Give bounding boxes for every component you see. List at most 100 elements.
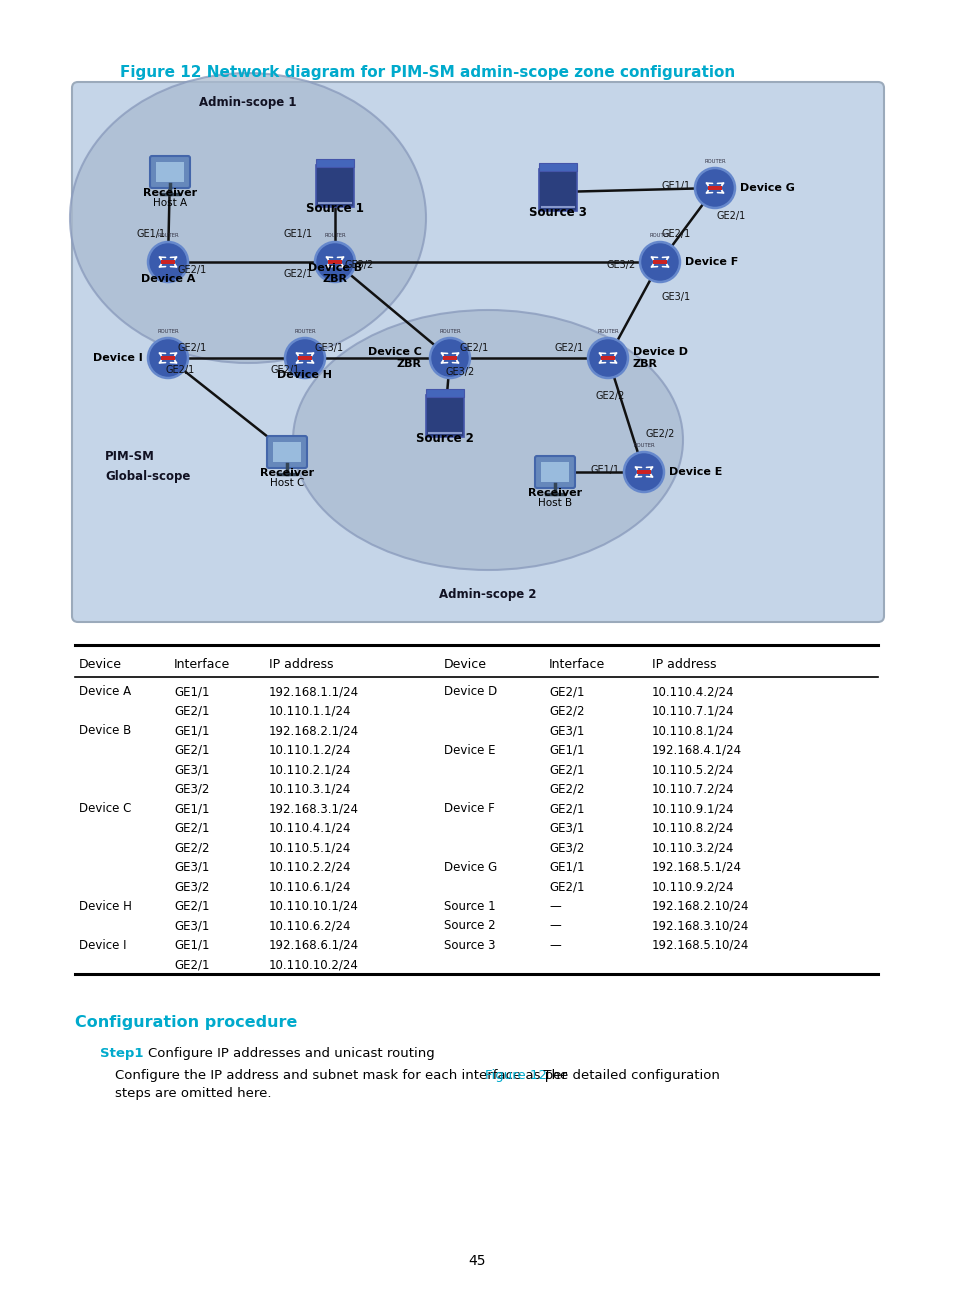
Text: 10.110.8.2/24: 10.110.8.2/24 bbox=[651, 822, 734, 835]
Text: Device A: Device A bbox=[79, 685, 131, 699]
Circle shape bbox=[148, 338, 188, 378]
Text: GE2/1: GE2/1 bbox=[165, 365, 194, 375]
Text: steps are omitted here.: steps are omitted here. bbox=[115, 1087, 272, 1100]
FancyBboxPatch shape bbox=[426, 389, 463, 397]
Text: GE2/1: GE2/1 bbox=[459, 343, 488, 353]
Text: ROUTER: ROUTER bbox=[438, 329, 460, 334]
FancyBboxPatch shape bbox=[707, 185, 721, 190]
Text: GE3/2: GE3/2 bbox=[445, 367, 475, 377]
Text: GE2/1: GE2/1 bbox=[554, 343, 583, 353]
Text: 10.110.5.1/24: 10.110.5.1/24 bbox=[269, 841, 351, 854]
Text: GE1/1: GE1/1 bbox=[173, 802, 210, 815]
Text: GE2/1: GE2/1 bbox=[173, 705, 210, 718]
Text: Device C
ZBR: Device C ZBR bbox=[368, 347, 421, 369]
Text: ROUTER: ROUTER bbox=[324, 233, 345, 238]
Circle shape bbox=[639, 242, 679, 282]
Text: 192.168.1.1/24: 192.168.1.1/24 bbox=[269, 685, 358, 699]
Text: GE3/2: GE3/2 bbox=[344, 260, 374, 270]
Text: GE2/1: GE2/1 bbox=[177, 343, 207, 353]
Text: Device E: Device E bbox=[668, 467, 721, 477]
Text: Device I: Device I bbox=[93, 353, 143, 364]
Text: 10.110.3.2/24: 10.110.3.2/24 bbox=[651, 841, 734, 854]
Text: Device I: Device I bbox=[79, 938, 127, 951]
Text: Interface: Interface bbox=[173, 657, 230, 670]
FancyBboxPatch shape bbox=[652, 260, 666, 264]
Text: Host C: Host C bbox=[270, 477, 304, 488]
Text: GE2/2: GE2/2 bbox=[548, 705, 584, 718]
Text: Configuration procedure: Configuration procedure bbox=[75, 1016, 297, 1030]
FancyBboxPatch shape bbox=[442, 356, 456, 361]
Text: 192.168.3.1/24: 192.168.3.1/24 bbox=[269, 802, 358, 815]
Text: GE3/1: GE3/1 bbox=[548, 725, 584, 738]
FancyBboxPatch shape bbox=[328, 260, 341, 264]
Text: ROUTER: ROUTER bbox=[703, 159, 725, 164]
Text: GE1/1: GE1/1 bbox=[173, 725, 210, 738]
Text: 192.168.3.10/24: 192.168.3.10/24 bbox=[651, 919, 749, 932]
Text: 10.110.1.1/24: 10.110.1.1/24 bbox=[269, 705, 351, 718]
Text: GE2/1: GE2/1 bbox=[548, 880, 584, 893]
Text: Receiver: Receiver bbox=[527, 488, 581, 498]
Ellipse shape bbox=[293, 311, 682, 569]
FancyBboxPatch shape bbox=[538, 170, 577, 211]
Text: GE1/1: GE1/1 bbox=[284, 229, 313, 239]
Text: 10.110.6.1/24: 10.110.6.1/24 bbox=[269, 880, 351, 893]
Text: GE1/1: GE1/1 bbox=[136, 229, 166, 239]
FancyBboxPatch shape bbox=[297, 356, 312, 361]
Text: Device D
ZBR: Device D ZBR bbox=[633, 347, 687, 369]
Circle shape bbox=[314, 242, 355, 282]
Text: Device G: Device G bbox=[740, 182, 794, 193]
Text: Host A: Host A bbox=[152, 198, 187, 208]
Text: —: — bbox=[548, 938, 560, 951]
Text: 192.168.4.1/24: 192.168.4.1/24 bbox=[651, 744, 741, 757]
Text: Device H: Device H bbox=[79, 899, 132, 912]
Text: ROUTER: ROUTER bbox=[294, 329, 315, 334]
Text: Host B: Host B bbox=[537, 498, 572, 509]
Text: Source 1: Source 1 bbox=[306, 202, 363, 215]
Text: Device H: Device H bbox=[277, 370, 333, 380]
Text: GE2/1: GE2/1 bbox=[177, 265, 207, 276]
Text: Global-scope: Global-scope bbox=[105, 470, 191, 483]
Text: Device B: Device B bbox=[79, 725, 132, 738]
Text: GE2/1: GE2/1 bbox=[548, 763, 584, 776]
Text: GE2/1: GE2/1 bbox=[283, 269, 313, 280]
Text: 10.110.4.2/24: 10.110.4.2/24 bbox=[651, 685, 734, 699]
Text: 10.110.5.2/24: 10.110.5.2/24 bbox=[651, 763, 734, 776]
Text: GE1/1: GE1/1 bbox=[548, 861, 584, 873]
Text: GE2/2: GE2/2 bbox=[548, 783, 584, 796]
Text: GE2/1: GE2/1 bbox=[548, 685, 584, 699]
Text: 10.110.2.2/24: 10.110.2.2/24 bbox=[269, 861, 351, 873]
Text: 10.110.9.2/24: 10.110.9.2/24 bbox=[651, 880, 734, 893]
Text: 192.168.5.10/24: 192.168.5.10/24 bbox=[651, 938, 749, 951]
Text: GE2/1: GE2/1 bbox=[173, 744, 210, 757]
Text: Source 1: Source 1 bbox=[443, 899, 496, 912]
Text: GE2/1: GE2/1 bbox=[173, 822, 210, 835]
Text: 10.110.8.1/24: 10.110.8.1/24 bbox=[651, 725, 734, 738]
Text: 192.168.6.1/24: 192.168.6.1/24 bbox=[269, 938, 358, 951]
Text: Device C: Device C bbox=[79, 802, 132, 815]
Text: GE3/1: GE3/1 bbox=[173, 861, 209, 873]
FancyBboxPatch shape bbox=[71, 82, 883, 622]
Circle shape bbox=[623, 452, 663, 492]
Text: GE3/1: GE3/1 bbox=[314, 343, 343, 353]
Text: IP address: IP address bbox=[651, 657, 716, 670]
Text: GE2/2: GE2/2 bbox=[173, 841, 210, 854]
Text: GE3/1: GE3/1 bbox=[173, 919, 209, 932]
Text: GE1/1: GE1/1 bbox=[661, 181, 690, 192]
Text: Device B
ZBR: Device B ZBR bbox=[308, 263, 362, 283]
Text: IP address: IP address bbox=[269, 657, 334, 670]
Text: GE3/2: GE3/2 bbox=[606, 260, 636, 270]
FancyBboxPatch shape bbox=[315, 166, 354, 207]
Text: 10.110.3.1/24: 10.110.3.1/24 bbox=[269, 783, 351, 796]
Text: ROUTER: ROUTER bbox=[157, 329, 178, 334]
Text: GE3/1: GE3/1 bbox=[661, 292, 690, 302]
Text: 192.168.2.1/24: 192.168.2.1/24 bbox=[269, 725, 358, 738]
Text: GE3/2: GE3/2 bbox=[173, 880, 209, 893]
Text: GE2/2: GE2/2 bbox=[645, 430, 675, 439]
FancyBboxPatch shape bbox=[426, 395, 463, 437]
Text: Source 2: Source 2 bbox=[443, 919, 496, 932]
Text: GE2/1: GE2/1 bbox=[271, 365, 299, 375]
Text: Figure 12 Network diagram for PIM-SM admin-scope zone configuration: Figure 12 Network diagram for PIM-SM adm… bbox=[120, 65, 735, 80]
Text: GE1/1: GE1/1 bbox=[548, 744, 584, 757]
FancyBboxPatch shape bbox=[150, 157, 190, 188]
Text: Receiver: Receiver bbox=[259, 468, 314, 477]
